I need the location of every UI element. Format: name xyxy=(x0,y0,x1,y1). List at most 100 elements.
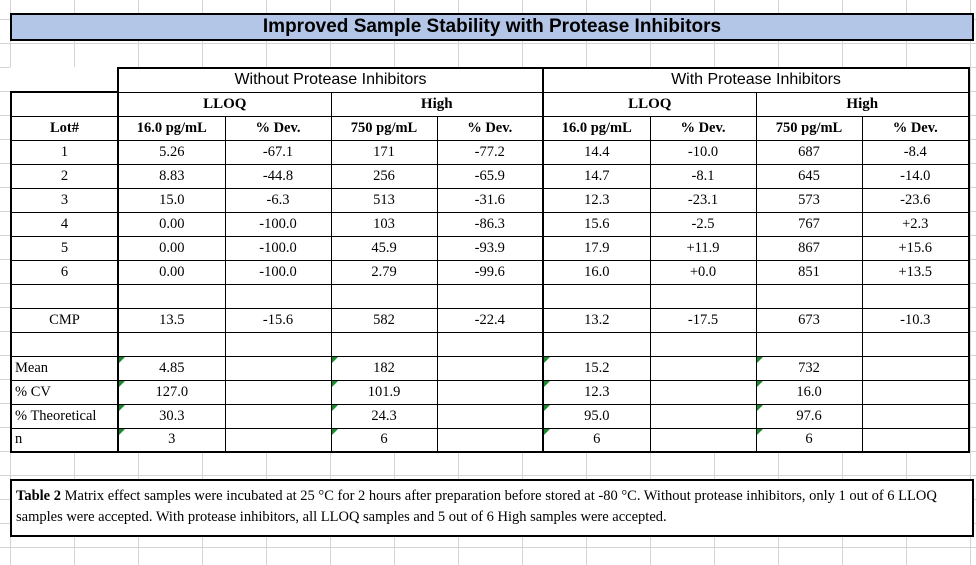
table-cell xyxy=(224,355,332,381)
cmp-row: CMP 13.5 -15.6 582 -22.4 13.2 -17.5 673 -10.3 xyxy=(10,307,970,333)
table-cell: 0.00 xyxy=(117,211,226,237)
table-cell xyxy=(861,403,970,429)
table-cell: 101.9 xyxy=(330,379,438,405)
table-cell: 851 xyxy=(755,259,863,285)
table-cell: 582 xyxy=(330,307,438,333)
table-title: Improved Sample Stability with Protease … xyxy=(10,13,974,41)
table-cell: -10.0 xyxy=(649,139,757,165)
table-cell: -14.0 xyxy=(861,163,970,189)
table-cell: -67.1 xyxy=(224,139,332,165)
subgroup-high-without: High xyxy=(330,91,544,117)
table-cell: 3 xyxy=(10,187,119,213)
table-cell: 2.79 xyxy=(330,259,438,285)
table-cell xyxy=(861,355,970,381)
table-cell: 732 xyxy=(755,355,863,381)
table-cell: CMP xyxy=(10,307,119,333)
table-cell: +11.9 xyxy=(649,235,757,261)
table-cell: -15.6 xyxy=(224,307,332,333)
table-cell xyxy=(649,427,757,453)
stats-row: % CV 127.0 101.9 12.3 16.0 xyxy=(10,379,970,405)
table-cell: -23.1 xyxy=(649,187,757,213)
table-cell: -8.4 xyxy=(861,139,970,165)
table-caption: Table 2 Matrix effect samples were incub… xyxy=(10,479,974,537)
table-cell: 867 xyxy=(755,235,863,261)
group-with-inhibitors: With Protease Inhibitors xyxy=(542,67,970,93)
table-cell: -8.1 xyxy=(649,163,757,189)
table-cell: 24.3 xyxy=(330,403,438,429)
table-cell: -77.2 xyxy=(436,139,544,165)
column-header: % Dev. xyxy=(436,115,544,141)
table-cell xyxy=(436,331,544,357)
table-cell: 0.00 xyxy=(117,259,226,285)
table-cell: 15.6 xyxy=(542,211,651,237)
table-cell xyxy=(330,331,438,357)
caption-text: Matrix effect samples were incubated at … xyxy=(16,488,937,525)
table-cell: -44.8 xyxy=(224,163,332,189)
group-header-row: Without Protease Inhibitors With Proteas… xyxy=(11,67,970,93)
column-header: % Dev. xyxy=(224,115,332,141)
column-header: % Dev. xyxy=(649,115,757,141)
table-row: 4 0.00 -100.0 103 -86.3 15.6 -2.5 767 +2.3 xyxy=(10,211,970,237)
table-cell: 103 xyxy=(330,211,438,237)
table-cell: -2.5 xyxy=(649,211,757,237)
table-row: 2 8.83 -44.8 256 -65.9 14.7 -8.1 645 -14.0 xyxy=(10,163,970,189)
table-cell xyxy=(649,355,757,381)
table-cell: -6.3 xyxy=(224,187,332,213)
table-cell xyxy=(10,331,119,357)
table-cell xyxy=(224,427,332,453)
group-without-inhibitors: Without Protease Inhibitors xyxy=(117,67,544,93)
table-cell: -100.0 xyxy=(224,235,332,261)
table-cell xyxy=(861,283,970,309)
blank-row xyxy=(10,331,970,357)
table-body: Without Protease Inhibitors With Proteas… xyxy=(10,67,970,453)
table-cell xyxy=(224,283,332,309)
table-cell: 16.0 xyxy=(542,259,651,285)
table-cell: 6 xyxy=(10,259,119,285)
subgroup-lloq-with: LLOQ xyxy=(542,91,757,117)
stats-row: % Theoretical 30.3 24.3 95.0 97.6 xyxy=(10,403,970,429)
table-cell: 16.0 xyxy=(755,379,863,405)
table-cell: +0.0 xyxy=(649,259,757,285)
table-cell: 14.7 xyxy=(542,163,651,189)
table-cell: 12.3 xyxy=(542,187,651,213)
table-cell xyxy=(755,331,863,357)
table-cell: 0.00 xyxy=(117,235,226,261)
table-cell: 13.2 xyxy=(542,307,651,333)
table-cell: 5.26 xyxy=(117,139,226,165)
table-cell: 513 xyxy=(330,187,438,213)
stats-label: n xyxy=(10,427,119,453)
table-cell: 95.0 xyxy=(542,403,651,429)
table-cell xyxy=(117,331,226,357)
table-cell: 15.0 xyxy=(117,187,226,213)
table-cell: 256 xyxy=(330,163,438,189)
table-cell: 6 xyxy=(330,427,438,453)
blank-row xyxy=(10,283,970,309)
table-cell: 12.3 xyxy=(542,379,651,405)
column-header: 750 pg/mL xyxy=(755,115,863,141)
column-header: 16.0 pg/mL xyxy=(542,115,651,141)
table-cell xyxy=(649,283,757,309)
table-cell: -93.9 xyxy=(436,235,544,261)
table-cell: -86.3 xyxy=(436,211,544,237)
table-cell xyxy=(330,283,438,309)
table-cell: 15.2 xyxy=(542,355,651,381)
table-cell: 97.6 xyxy=(755,403,863,429)
table-row: 5 0.00 -100.0 45.9 -93.9 17.9 +11.9 867 +15.6 xyxy=(10,235,970,261)
table-cell: 6 xyxy=(542,427,651,453)
table-cell xyxy=(436,283,544,309)
table-cell: -10.3 xyxy=(861,307,970,333)
table-row: 3 15.0 -6.3 513 -31.6 12.3 -23.1 573 -23.6 xyxy=(10,187,970,213)
table-row: 1 5.26 -67.1 171 -77.2 14.4 -10.0 687 -8.4 xyxy=(10,139,970,165)
table-cell xyxy=(649,379,757,405)
table-cell: +2.3 xyxy=(861,211,970,237)
table-cell: 30.3 xyxy=(117,403,226,429)
table-cell: 13.5 xyxy=(117,307,226,333)
table-cell xyxy=(861,427,970,453)
table-cell xyxy=(436,403,544,429)
results-table: Without Protease Inhibitors With Proteas… xyxy=(10,67,970,453)
table-cell: -100.0 xyxy=(224,211,332,237)
stats-label: Mean xyxy=(10,355,119,381)
table-cell: -17.5 xyxy=(649,307,757,333)
table-row: 6 0.00 -100.0 2.79 -99.6 16.0 +0.0 851 +13.5 xyxy=(10,259,970,285)
